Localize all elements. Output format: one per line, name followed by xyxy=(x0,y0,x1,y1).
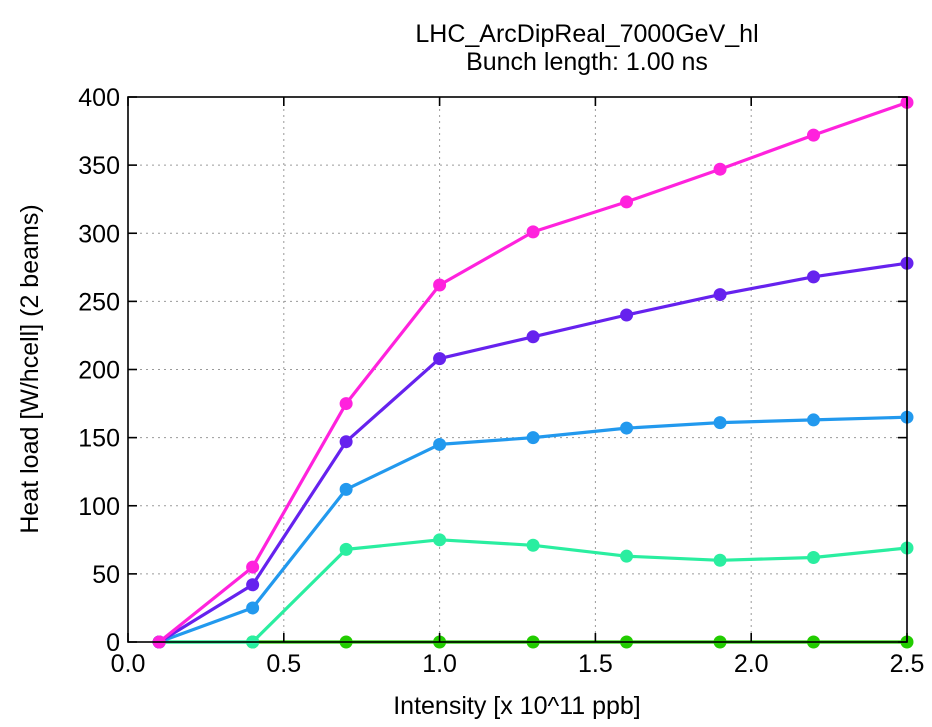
data-point xyxy=(620,421,634,435)
data-point xyxy=(807,128,821,142)
x-tick-label: 1.0 xyxy=(422,650,457,678)
data-point xyxy=(246,601,260,615)
data-point xyxy=(807,551,821,565)
y-tick-label: 150 xyxy=(78,425,120,453)
data-point xyxy=(339,397,353,411)
data-point xyxy=(713,416,727,430)
chart-title: LHC_ArcDipReal_7000GeV_hl xyxy=(415,20,758,48)
data-point xyxy=(246,578,260,592)
x-axis-label: Intensity [x 10^11 ppb] xyxy=(393,692,641,720)
series-line xyxy=(158,415,908,644)
data-point xyxy=(620,195,634,209)
data-point xyxy=(713,162,727,176)
y-tick-label: 250 xyxy=(78,288,120,316)
data-point xyxy=(433,533,447,547)
data-point xyxy=(339,482,353,496)
data-point xyxy=(526,431,540,445)
data-point xyxy=(246,560,260,574)
y-axis-label: Heat load [W/hcell] (2 beams) xyxy=(16,204,44,533)
data-point xyxy=(526,225,540,239)
data-point xyxy=(713,288,727,302)
y-tick-label: 300 xyxy=(78,220,120,248)
y-tick-label: 0 xyxy=(106,629,120,657)
y-tick-label: 100 xyxy=(78,493,120,521)
data-point xyxy=(339,435,353,449)
x-tick-label: 1.5 xyxy=(578,650,613,678)
data-point xyxy=(526,330,540,344)
series-2 xyxy=(152,410,914,649)
x-tick-label: 2.0 xyxy=(734,650,769,678)
data-point xyxy=(620,549,634,563)
chart-subtitle: Bunch length: 1.00 ns xyxy=(466,48,708,76)
data-point xyxy=(807,413,821,427)
series-line xyxy=(158,100,908,644)
data-point xyxy=(807,270,821,284)
data-point xyxy=(713,553,727,567)
data-point xyxy=(526,538,540,552)
data-point xyxy=(433,352,447,366)
data-point xyxy=(433,437,447,451)
x-tick-label: 0.5 xyxy=(266,650,301,678)
data-point xyxy=(339,542,353,556)
grid-lines xyxy=(128,97,907,642)
x-tick-label: 0.0 xyxy=(111,650,146,678)
tick-labels: 0.0 0.5 1.0 1.5 2.0 2.5 0 50 100 150 200 250 300 350 4… xyxy=(78,84,924,678)
x-tick-label: 2.5 xyxy=(890,650,925,678)
series-layer xyxy=(152,95,914,649)
y-tick-label: 400 xyxy=(78,84,120,112)
y-tick-label: 350 xyxy=(78,152,120,180)
data-point xyxy=(620,308,634,322)
plot-frame xyxy=(127,96,908,643)
y-tick-label: 200 xyxy=(78,357,120,385)
axis-ticks xyxy=(127,96,908,643)
data-point xyxy=(433,278,447,292)
y-tick-label: 50 xyxy=(92,561,120,589)
